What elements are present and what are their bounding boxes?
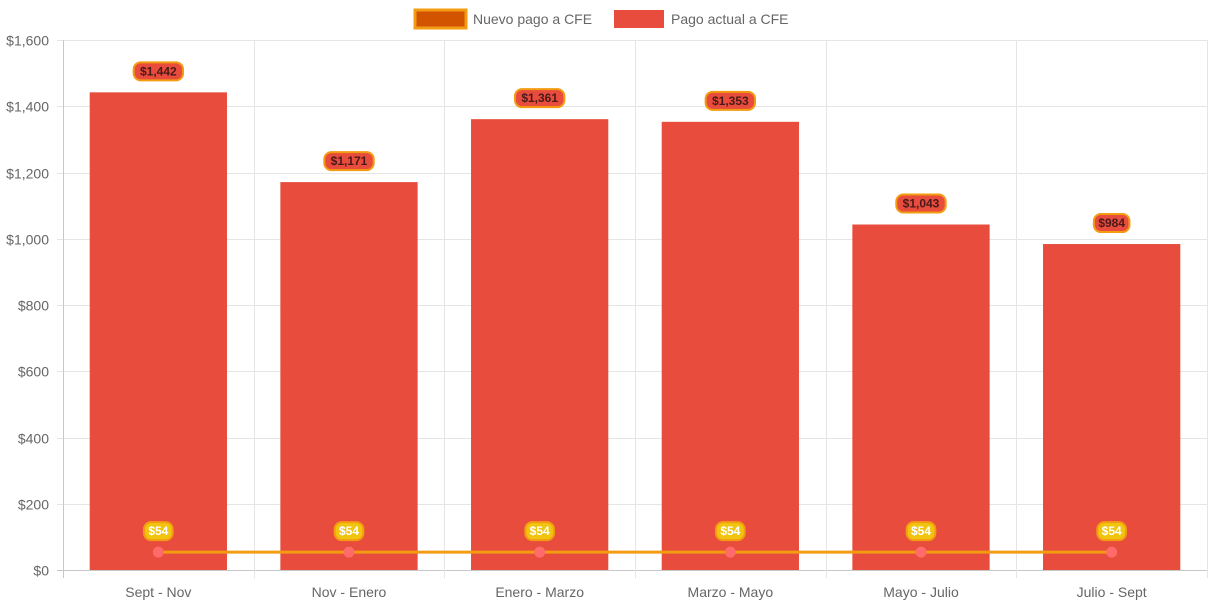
bar-value-label-bg [1092,213,1131,234]
y-tick-label: $1,000 [6,232,49,248]
line-value-label-bg [142,521,174,542]
x-tick-label: Marzo - Mayo [688,584,774,600]
line-value-label: $54 [339,524,359,538]
y-tick-label: $1,400 [6,99,49,115]
bar [471,119,609,570]
legend-swatch-nuevo [413,8,468,30]
line-value-label: $54 [911,524,931,538]
bar-value-label-bg [895,193,947,214]
y-tick-label: $600 [18,364,49,380]
line-value-label-bg [524,521,556,542]
y-tick-label: $0 [33,563,49,579]
y-tick-label: $800 [18,298,49,314]
x-tick-label: Mayo - Julio [883,584,959,600]
line-value-label: $54 [530,524,550,538]
line-series [152,546,1118,558]
bar [852,224,990,570]
bar [1043,244,1181,571]
bar-value-label-bg [704,90,757,111]
bar-value-label: $1,442 [140,64,177,78]
bar-value-label-bg [132,61,185,82]
y-axis: $0 $200 $400 $600 $800 $1,000 $1,200 $1,400 $1,6… [6,33,49,579]
line-value-label-bg [1096,521,1128,542]
line-value-label-bg [333,521,365,542]
y-tick-label: $1,600 [6,33,49,49]
legend-item-nuevo[interactable]: Nuevo pago a CFE [413,8,592,30]
bar-value-label: $1,043 [903,197,940,211]
bar-series [89,92,1181,571]
line-value-label: $54 [1102,524,1122,538]
y-tick-label: $1,200 [6,166,49,182]
line-point [343,546,355,558]
line-value-label: $54 [720,524,740,538]
line-value-label-bg [905,521,937,542]
x-tick-label: Sept - Nov [125,584,191,600]
line-point [534,546,546,558]
data-labels: $1,442 $1,171 $1,361 $1,353 $1,043 $984 $54 $54… [132,61,1131,542]
bar-value-label: $1,361 [521,91,558,105]
line-point [1106,546,1118,558]
line-value-label: $54 [148,524,168,538]
bar-value-label: $984 [1098,216,1125,230]
legend-label-nuevo: Nuevo pago a CFE [473,11,592,27]
x-tick-label: Nov - Enero [312,584,387,600]
y-tick-label: $200 [18,497,49,513]
line-point [915,546,927,558]
x-tick-label: Julio - Sept [1077,584,1147,600]
line-point [152,546,164,558]
bar [89,92,227,571]
bar [280,182,418,570]
line-value-label-bg [714,521,746,542]
bar [661,121,799,570]
bar-value-label-bg [323,151,375,172]
x-tick-label: Enero - Marzo [495,584,584,600]
y-tick-label: $400 [18,431,49,447]
legend-label-actual: Pago actual a CFE [671,11,789,27]
bar-value-label-bg [513,88,566,109]
legend-swatch-actual [614,10,664,28]
grid [57,40,1208,578]
line-point [724,546,736,558]
x-axis: Sept - Nov Nov - Enero Enero - Marzo Marzo … [125,584,1147,600]
legend-item-actual[interactable]: Pago actual a CFE [614,10,789,28]
bar-value-label: $1,171 [331,154,368,168]
legend[interactable]: Nuevo pago a CFE Pago actual a CFE [413,8,789,30]
bar-value-label: $1,353 [712,94,749,108]
